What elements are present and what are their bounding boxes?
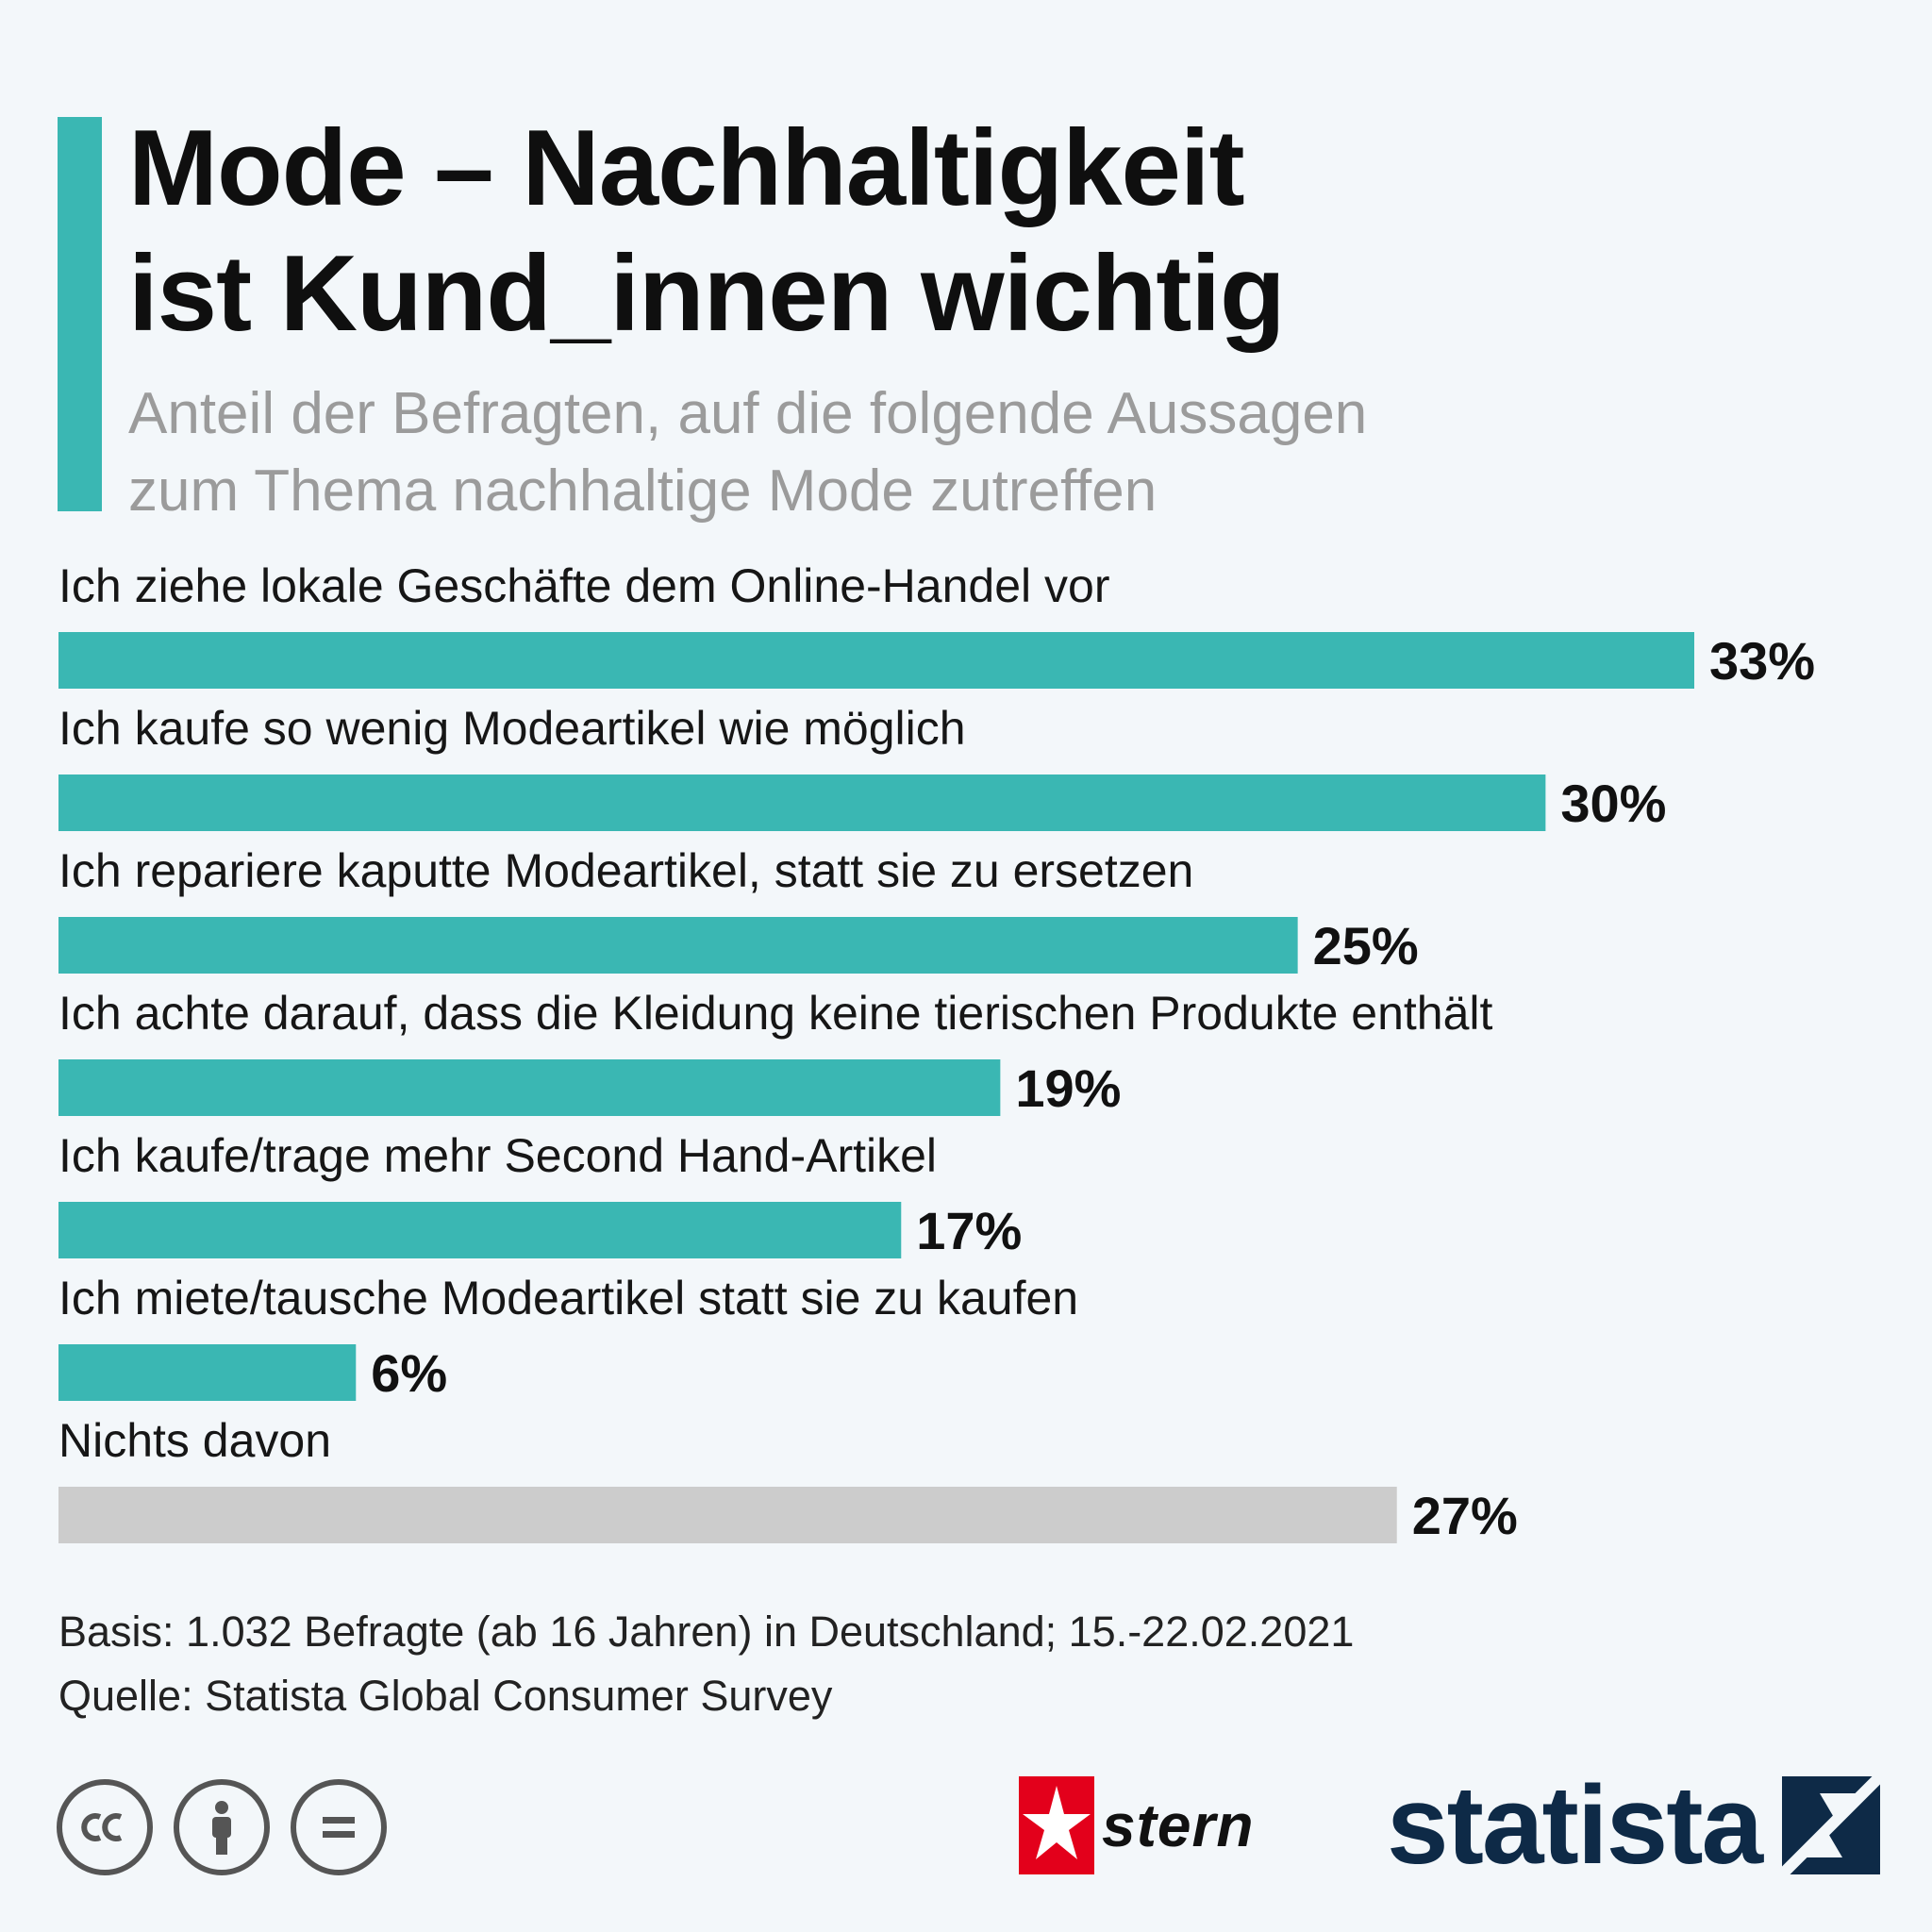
footnote: Basis: 1.032 Befragte (ab 16 Jahren) in …: [58, 1600, 1354, 1728]
category-label: Ich kaufe so wenig Modeartikel wie mögli…: [58, 702, 966, 755]
title-accent-bar: [58, 117, 102, 511]
nd-equals-icon[interactable]: [291, 1779, 387, 1875]
source-note: Quelle: Statista Global Consumer Survey: [58, 1672, 833, 1720]
license-icons: [57, 1779, 387, 1875]
value-label: 25%: [1313, 916, 1419, 975]
stern-logo[interactable]: stern: [1019, 1774, 1255, 1877]
category-label: Ich repariere kaputte Modeartikel, statt…: [58, 844, 1193, 897]
value-label: 6%: [371, 1343, 447, 1403]
stern-star-icon: [1019, 1776, 1094, 1874]
title-line-2: ist Kund_innen wichtig: [128, 234, 1286, 354]
chart-title: Mode – Nachhaltigkeit ist Kund_innen wic…: [128, 106, 1874, 357]
stern-wordmark: stern: [1102, 1791, 1255, 1859]
bar-chart: Ich ziehe lokale Geschäfte dem Online-Ha…: [58, 559, 1815, 1545]
bar: [58, 1059, 1001, 1116]
statista-mark-icon: [1782, 1776, 1881, 1874]
basis-note: Basis: 1.032 Befragte (ab 16 Jahren) in …: [58, 1607, 1355, 1656]
statista-wordmark: statista: [1387, 1763, 1763, 1888]
by-person-icon[interactable]: [174, 1779, 270, 1875]
category-label: Ich achte darauf, dass die Kleidung kein…: [58, 987, 1493, 1040]
bar: [58, 1202, 902, 1258]
category-label: Nichts davon: [58, 1414, 331, 1467]
bar: [58, 1344, 357, 1401]
category-label: Ich ziehe lokale Geschäfte dem Online-Ha…: [58, 559, 1109, 612]
value-label: 27%: [1412, 1486, 1518, 1545]
subtitle-line-2: zum Thema nachhaltige Mode zutreffen: [128, 458, 1158, 524]
category-label: Ich miete/tausche Modeartikel statt sie …: [58, 1272, 1078, 1324]
subtitle-line-1: Anteil der Befragten, auf die folgende A…: [128, 381, 1368, 446]
bar: [58, 1487, 1397, 1543]
statista-logo[interactable]: statista: [1387, 1763, 1881, 1888]
cc-icon[interactable]: [57, 1779, 153, 1875]
bar: [58, 917, 1298, 974]
value-label: 19%: [1015, 1058, 1121, 1118]
chart-subtitle: Anteil der Befragten, auf die folgende A…: [128, 375, 1874, 530]
bar: [58, 774, 1546, 831]
value-label: 30%: [1560, 774, 1666, 833]
title-line-1: Mode – Nachhaltigkeit: [128, 108, 1245, 228]
bar: [58, 632, 1694, 689]
category-label: Ich kaufe/trage mehr Second Hand-Artikel: [58, 1129, 937, 1182]
value-label: 17%: [916, 1201, 1022, 1260]
value-label: 33%: [1709, 631, 1815, 691]
